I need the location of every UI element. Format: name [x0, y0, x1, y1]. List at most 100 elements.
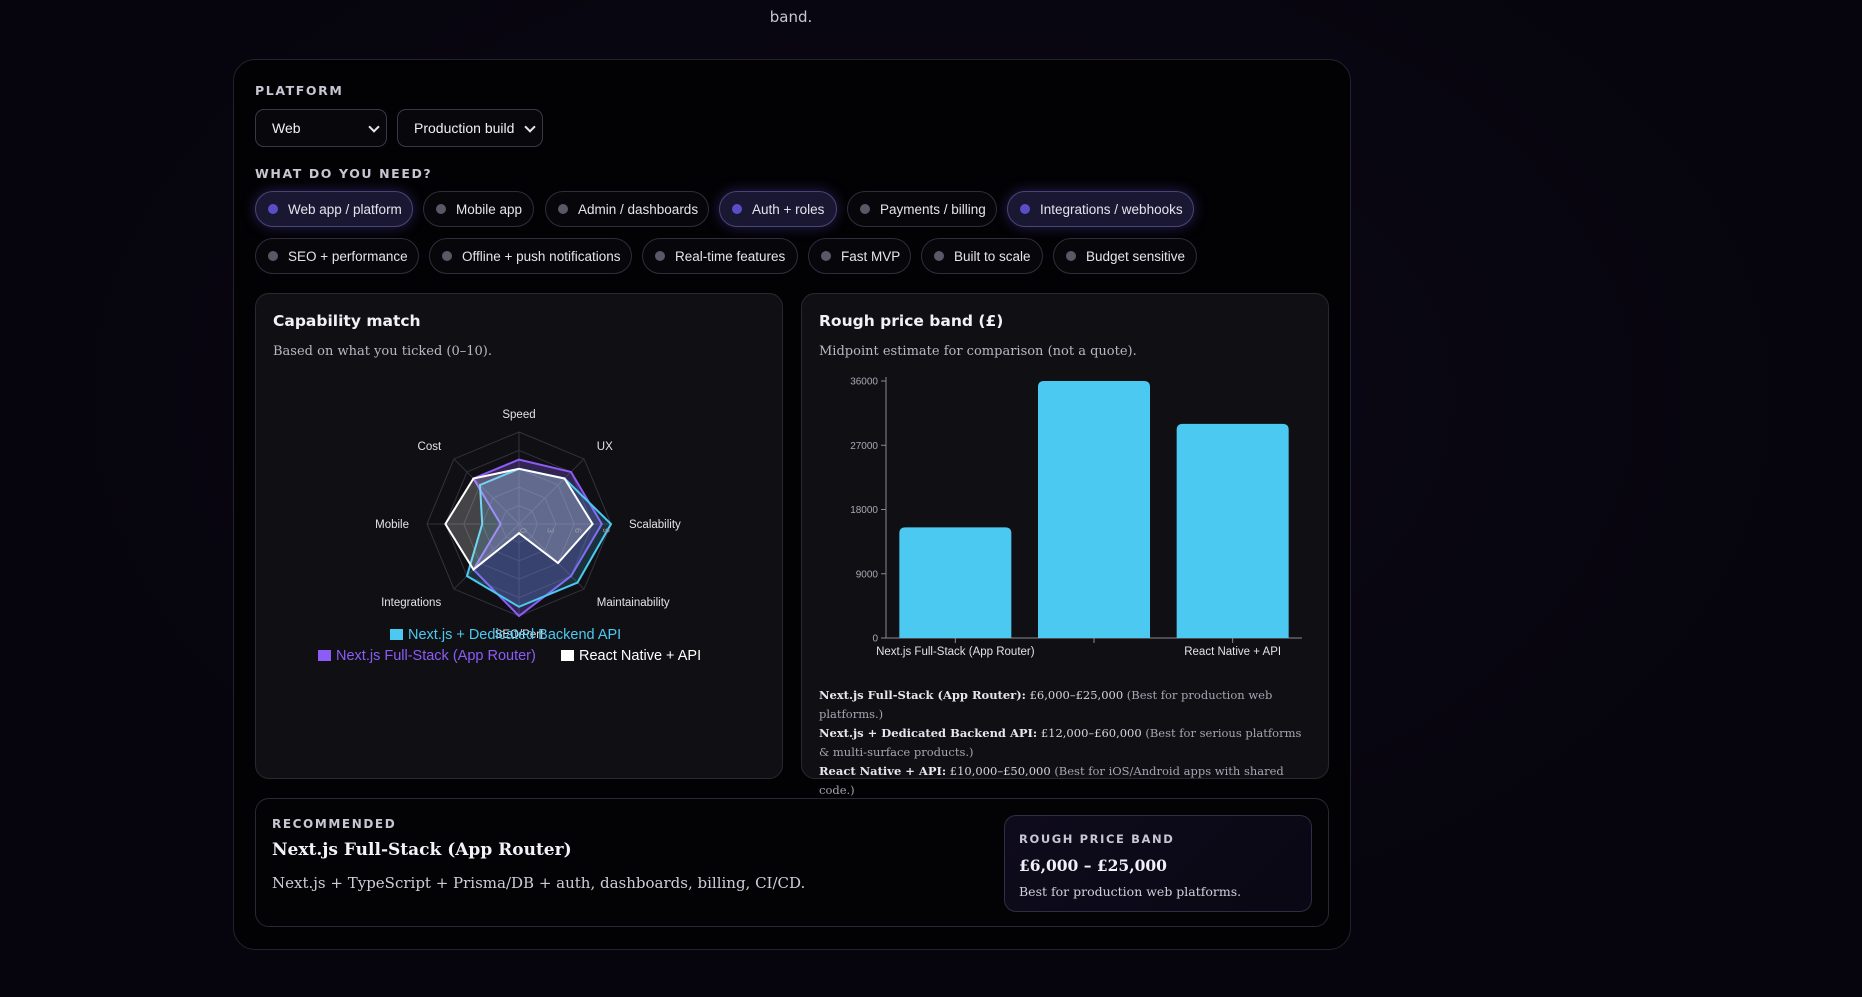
chip-payments-billing[interactable]: Payments / billing — [847, 191, 997, 227]
chip-seo-performance[interactable]: SEO + performance — [255, 238, 419, 274]
x-tick-label: React Native + API — [1184, 646, 1281, 658]
legend-label: Next.js Full-Stack (App Router) — [336, 648, 536, 664]
price-band-note: Best for production web platforms. — [1019, 884, 1242, 899]
price-band-amount: £6,000 – £25,000 — [1019, 856, 1167, 875]
radar-axis-label: Cost — [418, 441, 442, 453]
radar-tick-label: 9 — [601, 528, 611, 533]
chip-built-to-scale[interactable]: Built to scale — [921, 238, 1043, 274]
chip-label: Real-time features — [675, 248, 786, 264]
radar-spoke — [453, 523, 520, 590]
unselected-dot-icon — [436, 204, 446, 214]
radar-axis-label: Integrations — [381, 597, 441, 609]
legend-swatch — [390, 629, 403, 640]
unselected-dot-icon — [1066, 251, 1076, 261]
chip-offline-push[interactable]: Offline + push notifications — [429, 238, 632, 274]
chip-label: Payments / billing — [880, 201, 986, 217]
radar-axis-label: SEO/Perf — [495, 629, 544, 641]
radar-axis-label: UX — [597, 441, 613, 453]
bar-1 — [1038, 381, 1150, 638]
chip-label: Admin / dashboards — [578, 201, 699, 217]
platform-select-value: Web — [272, 120, 301, 136]
chevron-down-icon — [368, 121, 380, 133]
chip-label: SEO + performance — [288, 248, 408, 264]
price-band-label: ROUGH PRICE BAND — [1019, 832, 1175, 846]
selected-dot-icon — [268, 204, 278, 214]
unselected-dot-icon — [860, 204, 870, 214]
chip-label: Mobile app — [456, 201, 523, 217]
recommended-panel: RECOMMENDED Next.js Full-Stack (App Rout… — [255, 798, 1329, 927]
chip-label: Fast MVP — [841, 248, 901, 264]
chip-label: Budget sensitive — [1086, 248, 1186, 264]
chip-label: Web app / platform — [288, 201, 402, 217]
recommended-desc: Next.js + TypeScript + Prisma/DB + auth,… — [272, 874, 806, 892]
radar-spoke — [518, 458, 585, 525]
recommended-label: RECOMMENDED — [272, 817, 397, 831]
radar-spoke — [518, 523, 585, 590]
capability-subtitle: Based on what you ticked (0–10). — [273, 344, 493, 359]
y-tick-label: 36000 — [850, 377, 878, 388]
selected-dot-icon — [1020, 204, 1030, 214]
y-tick-label: 9000 — [856, 569, 879, 580]
chip-web-app[interactable]: Web app / platform — [255, 191, 413, 227]
price-notes: Next.js Full-Stack (App Router): £6,000–… — [819, 686, 1314, 800]
legend-swatch — [561, 650, 574, 661]
price-panel: Rough price band (£) Midpoint estimate f… — [801, 293, 1329, 797]
build-select-value: Production build — [414, 120, 515, 136]
radar-axis-label: Maintainability — [597, 597, 670, 609]
chip-admin-dashboards[interactable]: Admin / dashboards — [545, 191, 709, 227]
chip-fast-mvp[interactable]: Fast MVP — [808, 238, 911, 274]
radar-chart: 0 3 6 9 Speed UX Scalability Maintainability SEO… — [318, 409, 701, 664]
chip-label: Integrations / webhooks — [1040, 201, 1183, 217]
chip-label: Built to scale — [954, 248, 1031, 264]
x-tick-label: Next.js Full-Stack (App Router) — [876, 646, 1035, 658]
platform-label: PLATFORM — [255, 83, 344, 98]
price-subtitle: Midpoint estimate for comparison (not a … — [819, 344, 1137, 359]
unselected-dot-icon — [268, 251, 278, 261]
unselected-dot-icon — [934, 251, 944, 261]
radar-axis-label: Speed — [502, 409, 535, 421]
y-tick-label: 18000 — [850, 505, 878, 516]
unselected-dot-icon — [821, 251, 831, 261]
selected-dot-icon — [732, 204, 742, 214]
radar-axis-label: Mobile — [375, 519, 409, 531]
radar-tick-label: 3 — [546, 528, 556, 533]
radar-tick-label: 6 — [573, 528, 583, 533]
legend-label: Next.js + Dedicated Backend API — [408, 627, 621, 643]
radar-series-2 — [444, 467, 594, 572]
y-tick-label: 27000 — [850, 441, 878, 452]
unselected-dot-icon — [558, 204, 568, 214]
radar-series-0 — [465, 467, 613, 608]
price-bar-chart: 0 9000 18000 27000 36000 Next.js Full-Stack (… — [850, 377, 1302, 658]
price-note-row: Next.js Full-Stack (App Router): £6,000–… — [819, 688, 1273, 721]
radar-series-1 — [472, 458, 603, 618]
capability-title: Capability match — [273, 312, 421, 330]
recommended-title: Next.js Full-Stack (App Router) — [272, 840, 572, 860]
price-note-row: React Native + API: £10,000–£50,000 (Bes… — [819, 764, 1284, 797]
radar-spoke — [453, 458, 520, 525]
platform-select[interactable]: Web — [255, 109, 387, 147]
legend-label: React Native + API — [579, 648, 701, 664]
capability-panel: Capability match Based on what you ticke… — [255, 293, 783, 779]
chip-real-time[interactable]: Real-time features — [642, 238, 798, 274]
bar-0 — [899, 527, 1012, 638]
legend-swatch — [318, 650, 331, 661]
price-note-row: Next.js + Dedicated Backend API: £12,000… — [819, 726, 1302, 759]
needs-label: WHAT DO YOU NEED? — [255, 166, 433, 181]
price-title: Rough price band (£) — [819, 312, 1004, 330]
chip-auth-roles[interactable]: Auth + roles — [719, 191, 837, 227]
radar-tick-label: 0 — [518, 528, 528, 533]
chip-label: Auth + roles — [752, 201, 825, 217]
radar-axis-label: Scalability — [629, 519, 681, 531]
chip-mobile-app[interactable]: Mobile app — [423, 191, 534, 227]
price-band-box: ROUGH PRICE BAND £6,000 – £25,000 Best f… — [1004, 815, 1312, 912]
chip-label: Offline + push notifications — [462, 248, 621, 264]
unselected-dot-icon — [442, 251, 452, 261]
build-select[interactable]: Production build — [397, 109, 543, 147]
chip-budget-sensitive[interactable]: Budget sensitive — [1053, 238, 1197, 274]
chip-integrations-webhooks[interactable]: Integrations / webhooks — [1007, 191, 1194, 227]
unselected-dot-icon — [655, 251, 665, 261]
y-tick-label: 0 — [872, 634, 878, 645]
intro-text: band. — [769, 8, 813, 26]
bar-2 — [1176, 423, 1289, 638]
chevron-down-icon — [524, 121, 536, 133]
